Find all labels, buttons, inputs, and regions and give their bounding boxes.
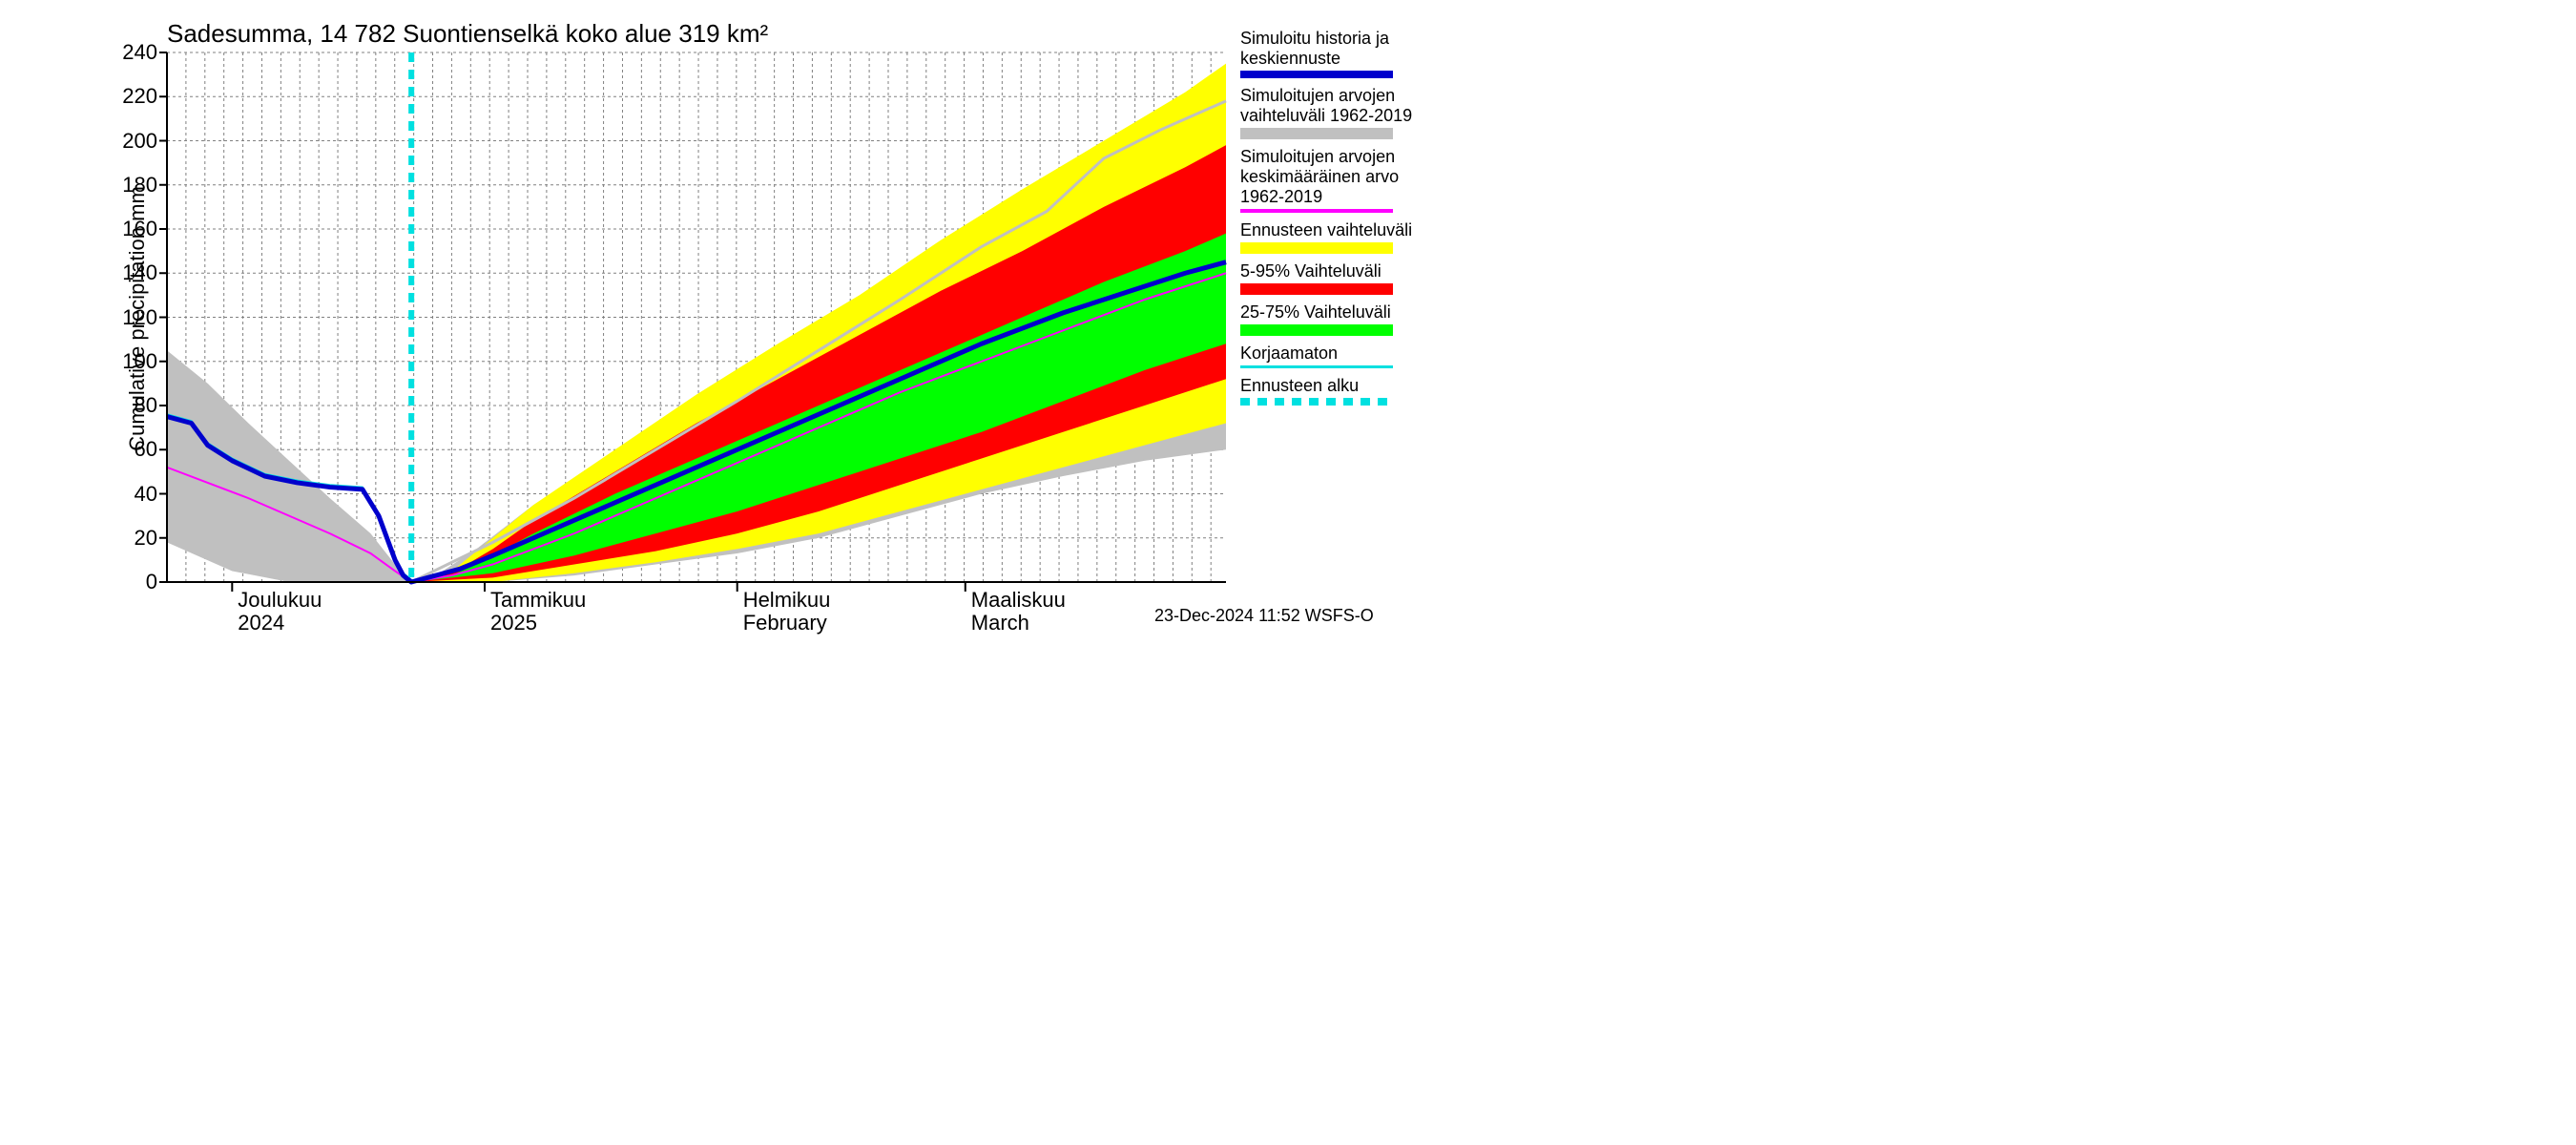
legend-swatch xyxy=(1240,128,1393,139)
legend-label: keskimääräinen arvo xyxy=(1240,167,1422,187)
legend: Simuloitu historia jakeskiennusteSimuloi… xyxy=(1240,29,1422,413)
footer-timestamp: 23-Dec-2024 11:52 WSFS-O xyxy=(1154,606,1374,626)
legend-label: keskiennuste xyxy=(1240,49,1422,69)
legend-swatch xyxy=(1240,71,1393,78)
y-tick: 20 xyxy=(110,526,157,551)
legend-item: Simuloitujen arvojenkeskimääräinen arvo … xyxy=(1240,147,1422,219)
plot-area xyxy=(167,52,1226,582)
x-tick-label: Maaliskuu xyxy=(971,588,1066,613)
y-tick: 160 xyxy=(110,217,157,241)
y-tick: 60 xyxy=(110,437,157,462)
legend-label: Ennusteen vaihteluväli xyxy=(1240,220,1422,240)
x-tick-label: Helmikuu xyxy=(743,588,831,613)
x-tick-sublabel: 2025 xyxy=(490,611,537,635)
legend-label: vaihteluväli 1962-2019 xyxy=(1240,106,1422,126)
legend-item: Ennusteen vaihteluväli xyxy=(1240,220,1422,260)
legend-label: Ennusteen alku xyxy=(1240,376,1422,396)
legend-label: Korjaamaton xyxy=(1240,344,1422,364)
legend-item: Simuloitu historia jakeskiennuste xyxy=(1240,29,1422,84)
legend-item: 25-75% Vaihteluväli xyxy=(1240,302,1422,342)
chart-title: Sadesumma, 14 782 Suontienselkä koko alu… xyxy=(167,19,768,49)
legend-swatch xyxy=(1240,324,1393,336)
y-tick: 240 xyxy=(110,40,157,65)
y-tick: 40 xyxy=(110,482,157,507)
legend-swatch xyxy=(1240,398,1393,406)
legend-label: 1962-2019 xyxy=(1240,187,1422,207)
legend-item: Ennusteen alku xyxy=(1240,376,1422,411)
y-tick: 0 xyxy=(110,570,157,594)
x-tick-label: Joulukuu xyxy=(238,588,322,613)
legend-label: Simuloitujen arvojen xyxy=(1240,86,1422,106)
y-tick: 100 xyxy=(110,349,157,374)
y-tick: 140 xyxy=(110,260,157,285)
legend-swatch xyxy=(1240,283,1393,295)
legend-label: 5-95% Vaihteluväli xyxy=(1240,261,1422,281)
legend-label: 25-75% Vaihteluväli xyxy=(1240,302,1422,323)
legend-swatch xyxy=(1240,242,1393,254)
legend-item: Korjaamaton xyxy=(1240,344,1422,374)
y-tick: 180 xyxy=(110,173,157,198)
chart-container: Cumulative precipitation mm Sadesumma, 1… xyxy=(0,0,1431,636)
legend-item: 5-95% Vaihteluväli xyxy=(1240,261,1422,301)
legend-item: Simuloitujen arvojenvaihteluväli 1962-20… xyxy=(1240,86,1422,145)
y-tick: 220 xyxy=(110,84,157,109)
y-tick: 200 xyxy=(110,129,157,154)
x-tick-sublabel: February xyxy=(743,611,827,635)
legend-label: Simuloitu historia ja xyxy=(1240,29,1422,49)
legend-label: Simuloitujen arvojen xyxy=(1240,147,1422,167)
x-tick-label: Tammikuu xyxy=(490,588,586,613)
y-tick: 80 xyxy=(110,393,157,418)
x-tick-sublabel: March xyxy=(971,611,1029,635)
x-tick-sublabel: 2024 xyxy=(238,611,284,635)
y-tick: 120 xyxy=(110,305,157,330)
